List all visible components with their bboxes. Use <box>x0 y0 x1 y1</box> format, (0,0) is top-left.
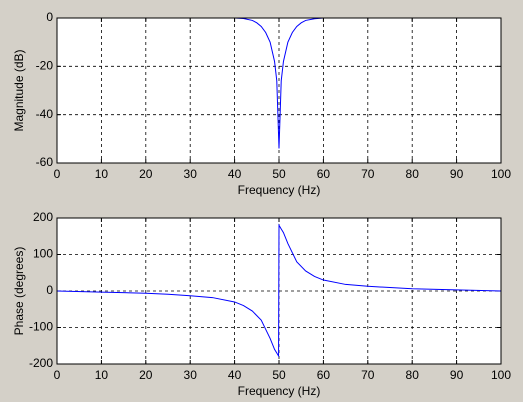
y-tick-label: -40 <box>36 107 54 121</box>
y-tick-label: -60 <box>36 155 54 169</box>
x-tick-label: 80 <box>406 167 420 181</box>
y-tick-label: 0 <box>46 10 53 24</box>
x-tick-label: 80 <box>406 368 420 382</box>
x-tick-label: 0 <box>54 368 61 382</box>
x-tick-label: 40 <box>228 167 242 181</box>
x-tick-label: 50 <box>272 368 286 382</box>
x-tick-label: 90 <box>450 368 464 382</box>
x-tick-label: 10 <box>95 167 109 181</box>
x-tick-label: 20 <box>139 167 153 181</box>
y-axis-label: Magnitude (dB) <box>12 49 26 131</box>
x-tick-label: 20 <box>139 368 153 382</box>
x-tick-label: 60 <box>317 167 331 181</box>
y-tick-label: -200 <box>29 356 53 370</box>
data-line <box>56 223 502 358</box>
y-tick-label: -20 <box>36 59 54 73</box>
x-tick-label: 60 <box>317 368 331 382</box>
y-axis-label: Phase (degrees) <box>12 247 26 336</box>
y-tick-label: 200 <box>33 210 53 224</box>
x-tick-label: 100 <box>491 167 511 181</box>
y-tick-label: 100 <box>33 247 53 261</box>
x-tick-label: 50 <box>272 167 286 181</box>
x-axis-label: Frequency (Hz) <box>238 384 321 398</box>
x-axis-label: Frequency (Hz) <box>238 183 321 197</box>
y-tick-label: -100 <box>29 320 53 334</box>
x-tick-label: 90 <box>450 167 464 181</box>
x-tick-label: 100 <box>491 368 511 382</box>
x-tick-label: 40 <box>228 368 242 382</box>
x-tick-label: 30 <box>184 167 198 181</box>
axes-frame <box>56 17 502 164</box>
x-tick-label: 70 <box>361 368 375 382</box>
x-tick-label: 0 <box>54 167 61 181</box>
x-tick-label: 30 <box>184 368 198 382</box>
x-tick-label: 10 <box>95 368 109 382</box>
y-tick-label: 0 <box>46 283 53 297</box>
axes-frame <box>56 217 502 365</box>
x-tick-label: 70 <box>361 167 375 181</box>
